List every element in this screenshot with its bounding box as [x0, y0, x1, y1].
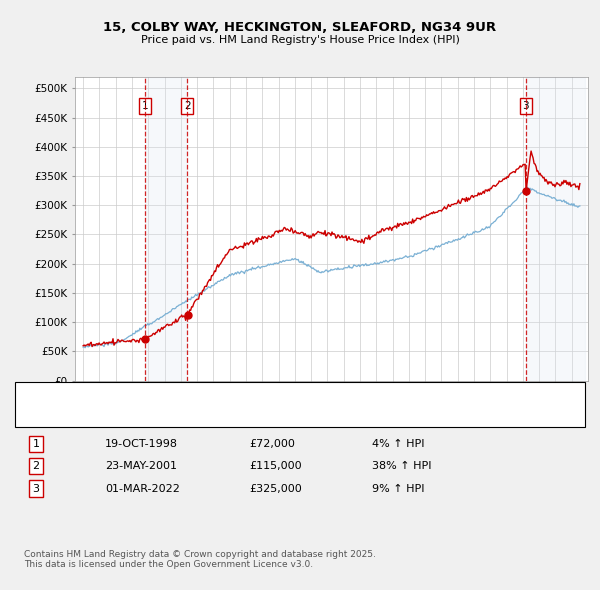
Text: 3: 3: [32, 484, 40, 493]
Text: 38% ↑ HPI: 38% ↑ HPI: [372, 461, 431, 471]
Text: £72,000: £72,000: [249, 439, 295, 448]
Text: 23-MAY-2001: 23-MAY-2001: [105, 461, 177, 471]
Text: 3: 3: [523, 101, 529, 111]
Bar: [526, 77, 585, 381]
Text: £115,000: £115,000: [249, 461, 302, 471]
Text: 1: 1: [32, 439, 40, 448]
Text: 15, COLBY WAY, HECKINGTON, SLEAFORD, NG34 9UR (detached house): 15, COLBY WAY, HECKINGTON, SLEAFORD, NG3…: [69, 396, 425, 405]
Text: 2: 2: [184, 101, 191, 111]
Text: 15, COLBY WAY, HECKINGTON, SLEAFORD, NG34 9UR: 15, COLBY WAY, HECKINGTON, SLEAFORD, NG3…: [103, 21, 497, 34]
Text: Price paid vs. HM Land Registry's House Price Index (HPI): Price paid vs. HM Land Registry's House …: [140, 35, 460, 45]
Text: 01-MAR-2022: 01-MAR-2022: [105, 484, 180, 493]
Text: 1: 1: [142, 101, 148, 111]
Text: 9% ↑ HPI: 9% ↑ HPI: [372, 484, 425, 493]
Text: Contains HM Land Registry data © Crown copyright and database right 2025.
This d: Contains HM Land Registry data © Crown c…: [24, 550, 376, 569]
Text: 4% ↑ HPI: 4% ↑ HPI: [372, 439, 425, 448]
Bar: [145, 77, 187, 381]
Text: £325,000: £325,000: [249, 484, 302, 493]
Text: 19-OCT-1998: 19-OCT-1998: [105, 439, 178, 448]
Text: 2: 2: [32, 461, 40, 471]
Text: HPI: Average price, detached house, North Kesteven: HPI: Average price, detached house, Nort…: [69, 408, 330, 417]
